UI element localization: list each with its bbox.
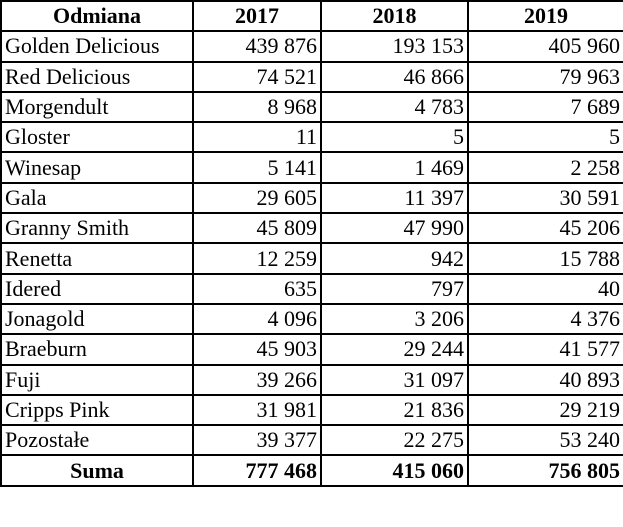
total-2017: 777 468: [192, 454, 322, 487]
value-2019: 45 206: [467, 212, 623, 245]
value-2018: 22 275: [320, 424, 469, 457]
value-2018: 46 866: [320, 60, 469, 93]
header-2019: 2019: [467, 0, 623, 33]
value-2017: 45 809: [192, 212, 322, 245]
value-2018: 942: [320, 242, 469, 275]
value-2018: 31 097: [320, 363, 469, 396]
variety-name: Morgendult: [0, 90, 194, 124]
header-2018: 2018: [320, 0, 469, 33]
variety-name: Fuji: [0, 363, 194, 396]
value-2019: 40: [467, 272, 623, 305]
value-2019: 405 960: [467, 30, 623, 63]
variety-name: Renetta: [0, 242, 194, 275]
total-2018: 415 060: [320, 454, 469, 487]
table-row: Granny Smith 45 809 47 990 45 206: [0, 212, 623, 245]
value-2018: 1 469: [320, 151, 469, 184]
table-row: Pozostałe 39 377 22 275 53 240: [0, 424, 623, 457]
table-row: Fuji 39 266 31 097 40 893: [0, 363, 623, 396]
value-2017: 5 141: [192, 151, 322, 184]
value-2018: 47 990: [320, 212, 469, 245]
value-2018: 3 206: [320, 302, 469, 336]
variety-name: Gala: [0, 181, 194, 215]
variety-name: Idered: [0, 272, 194, 305]
variety-name: Gloster: [0, 121, 194, 154]
value-2019: 53 240: [467, 424, 623, 457]
value-2018: 4 783: [320, 90, 469, 124]
total-2019: 756 805: [467, 454, 623, 487]
value-2017: 45 903: [192, 333, 322, 366]
header-variety: Odmiana: [0, 0, 194, 33]
value-2017: 4 096: [192, 302, 322, 336]
variety-name: Pozostałe: [0, 424, 194, 457]
table-row: Renetta 12 259 942 15 788: [0, 242, 623, 275]
header-2017: 2017: [192, 0, 322, 33]
value-2019: 30 591: [467, 181, 623, 215]
apple-varieties-table: Odmiana 2017 2018 2019 Golden Delicious 4…: [0, 0, 623, 487]
table-row: Idered 635 797 40: [0, 272, 623, 305]
value-2017: 8 968: [192, 90, 322, 124]
variety-name: Winesap: [0, 151, 194, 184]
table-row: Gloster 11 5 5: [0, 121, 623, 154]
variety-name: Jonagold: [0, 302, 194, 336]
value-2019: 29 219: [467, 393, 623, 427]
value-2019: 2 258: [467, 151, 623, 184]
value-2019: 41 577: [467, 333, 623, 366]
table-row: Winesap 5 141 1 469 2 258: [0, 151, 623, 184]
variety-name: Cripps Pink: [0, 393, 194, 427]
value-2019: 4 376: [467, 302, 623, 336]
variety-name: Braeburn: [0, 333, 194, 366]
value-2018: 193 153: [320, 30, 469, 63]
total-row: Suma 777 468 415 060 756 805: [0, 454, 623, 487]
value-2019: 15 788: [467, 242, 623, 275]
header-row: Odmiana 2017 2018 2019: [0, 0, 623, 33]
value-2019: 40 893: [467, 363, 623, 396]
value-2018: 5: [320, 121, 469, 154]
value-2018: 29 244: [320, 333, 469, 366]
value-2017: 635: [192, 272, 322, 305]
table-row: Gala 29 605 11 397 30 591: [0, 181, 623, 215]
value-2019: 7 689: [467, 90, 623, 124]
value-2019: 5: [467, 121, 623, 154]
value-2017: 29 605: [192, 181, 322, 215]
variety-name: Granny Smith: [0, 212, 194, 245]
variety-name: Golden Delicious: [0, 30, 194, 63]
value-2017: 39 377: [192, 424, 322, 457]
table-row: Morgendult 8 968 4 783 7 689: [0, 90, 623, 124]
table-row: Jonagold 4 096 3 206 4 376: [0, 302, 623, 336]
value-2019: 79 963: [467, 60, 623, 93]
total-label: Suma: [0, 454, 194, 487]
value-2017: 439 876: [192, 30, 322, 63]
table-row: Cripps Pink 31 981 21 836 29 219: [0, 393, 623, 427]
value-2017: 12 259: [192, 242, 322, 275]
value-2017: 11: [192, 121, 322, 154]
value-2018: 21 836: [320, 393, 469, 427]
value-2018: 11 397: [320, 181, 469, 215]
value-2018: 797: [320, 272, 469, 305]
table-row: Braeburn 45 903 29 244 41 577: [0, 333, 623, 366]
table-row: Red Delicious 74 521 46 866 79 963: [0, 60, 623, 93]
variety-name: Red Delicious: [0, 60, 194, 93]
value-2017: 39 266: [192, 363, 322, 396]
table-row: Golden Delicious 439 876 193 153 405 960: [0, 30, 623, 63]
value-2017: 31 981: [192, 393, 322, 427]
value-2017: 74 521: [192, 60, 322, 93]
